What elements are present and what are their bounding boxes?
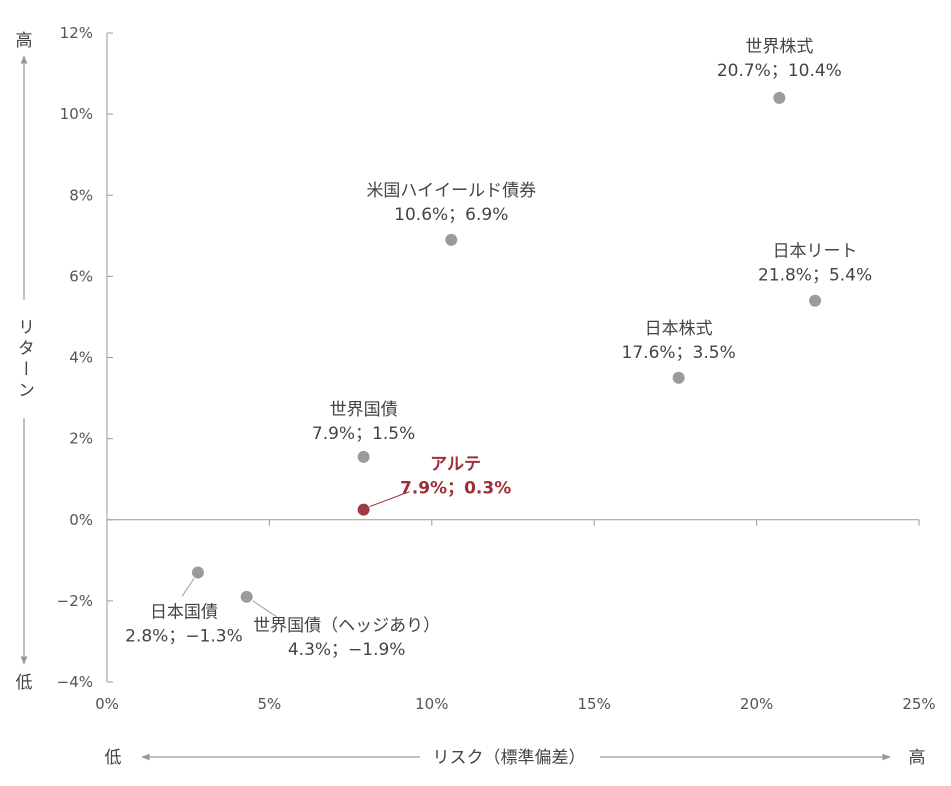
y-tick-label: 12% [60,24,93,42]
point-name-label: 世界株式 [745,37,813,57]
y-tick-label: −4% [57,673,93,691]
point-value-label: 20.7%；10.4% [717,61,842,81]
y-axis-low-label: 低 [16,673,33,693]
y-tick-label: 2% [69,430,93,448]
x-axis-high-label: 高 [909,748,926,768]
highlight-point [357,503,370,516]
point-name-label: 日本国債 [150,602,218,622]
point-value-label: 7.9%；1.5% [312,424,415,444]
chart-tick-labels: 12%10%8%6%4%2%0%−2%−4%0% 5% 10% 15% 20% 25% [57,24,936,713]
data-point [445,233,458,246]
x-tick-label: 15% [578,695,611,713]
data-point [672,371,685,384]
point-value-label: 4.3%；−1.9% [288,640,406,660]
y-tick-label: 4% [69,349,93,367]
chart-points [181,91,822,618]
y-tick-label: 8% [69,186,93,204]
data-point [773,91,786,104]
point-value-label: 21.8%；5.4% [758,266,872,286]
y-tick-label: 6% [69,267,93,285]
y-axis-high-label: 高 [16,31,33,51]
point-name-label: 世界国債 [330,400,398,420]
x-axis-title: リスク（標準偏差） [433,748,586,768]
point-value-label: 17.6%；3.5% [622,343,736,363]
point-name-label: 世界国債（ヘッジあり） [253,616,440,636]
point-name-label: 日本株式 [645,319,713,339]
data-point [191,566,204,579]
point-name-label: アルテ [430,455,481,475]
x-tick-label: 5% [258,695,282,713]
x-tick-label: 0% [95,695,119,713]
data-point [240,590,253,603]
point-value-label: 2.8%；−1.3% [125,626,243,646]
point-leader-line [252,600,277,618]
y-tick-label: 10% [60,105,93,123]
x-tick-label: 25% [902,695,935,713]
chart-axes [106,32,920,683]
x-axis-low-label: 低 [105,748,122,768]
point-leader-line [181,578,195,597]
point-name-label: 日本リート [773,242,858,262]
y-axis-title: リターン [14,318,34,402]
point-value-label: 10.6%；6.9% [394,205,508,225]
y-tick-label: 0% [69,511,93,529]
x-tick-label: 10% [415,695,448,713]
point-leader-line [369,491,410,508]
x-tick-label: 20% [740,695,773,713]
data-point [357,450,370,463]
chart-point-labels: 世界株式 20.7%；10.4% 米国ハイイールド債券 10.6%；6.9% 日本リート… [125,37,872,660]
y-tick-label: −2% [57,592,93,610]
point-value-label: 7.9%；0.3% [400,479,511,499]
point-name-label: 米国ハイイールド債券 [366,181,536,201]
data-point [809,294,822,307]
